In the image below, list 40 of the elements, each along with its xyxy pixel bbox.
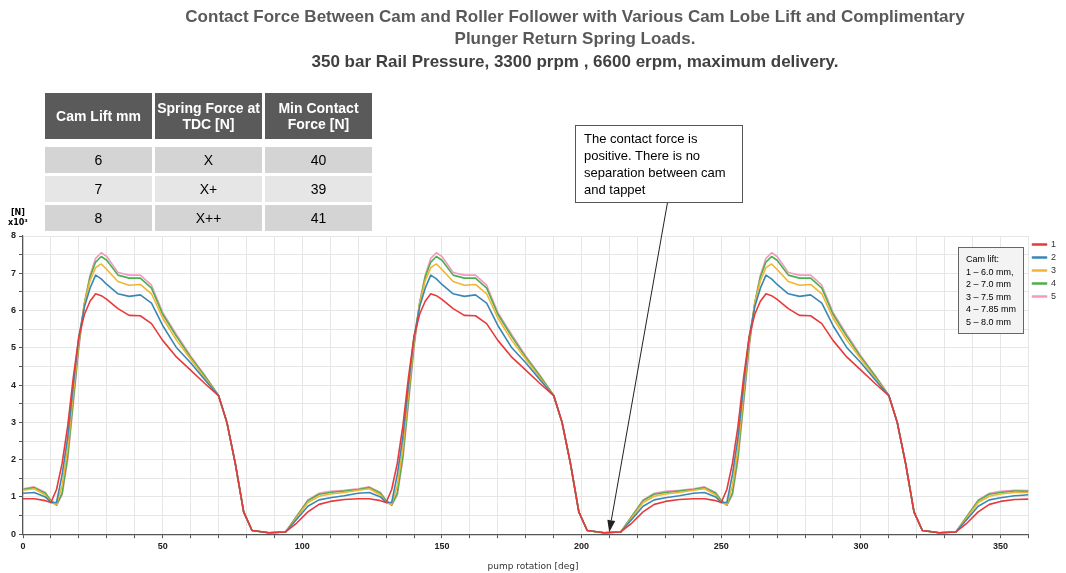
legend-label: 5 — [1050, 290, 1057, 301]
x-tick-label: 50 — [157, 541, 168, 552]
y-axis-title: [N] x10³ — [8, 208, 28, 228]
text: Min Contact Force [N] — [265, 93, 372, 139]
text: The contact force is positive. There is no separation between cam and tappet — [575, 125, 743, 203]
x-tick-label: 200 — [574, 541, 590, 552]
text: X+ — [155, 176, 262, 202]
y-tick-label: 1 — [10, 491, 17, 502]
text: Cam Lift mm — [45, 93, 152, 139]
text: X++ — [155, 205, 262, 231]
y-tick-label: 8 — [10, 230, 17, 241]
x-tick-label: 150 — [434, 541, 450, 552]
y-tick-label: 4 — [10, 379, 17, 390]
y-tick-label: 5 — [10, 342, 17, 353]
y-tick-label: 3 — [10, 416, 17, 427]
x-tick-label: 0 — [20, 541, 26, 552]
text: Spring Force at TDC [N] — [155, 93, 262, 139]
text: 6 — [45, 147, 152, 173]
text: 40 — [265, 147, 372, 173]
legend-label: 2 — [1050, 251, 1057, 262]
legend-label: 4 — [1050, 277, 1057, 288]
legend-label: 3 — [1050, 264, 1057, 275]
annotation: Cam lift: 1 – 6.0 mm, 2 – 7.0 mm 3 – 7.5 mm 4 – 7.85 mm 5 – 8.0 mm — [958, 247, 1025, 334]
y-tick-label: 0 — [10, 528, 17, 539]
x-tick-label: 300 — [853, 541, 869, 552]
legend-label: 1 — [1050, 238, 1057, 249]
y-tick-label: 2 — [10, 454, 17, 465]
chart-title: Contact Force Between Cam and Roller Follower with Various Cam Lobe Lift and Complimentary Plunger Return Spring Loads. — [184, 6, 966, 50]
y-tick-label: 7 — [10, 267, 17, 278]
y-tick-label: 6 — [10, 305, 17, 316]
text: 41 — [265, 205, 372, 231]
x-tick-label: 350 — [993, 541, 1009, 552]
text: 7 — [45, 176, 152, 202]
text: 8 — [45, 205, 152, 231]
x-axis-title: pump rotation [deg] — [486, 561, 580, 571]
chart-subtitle: 350 bar Rail Pressure, 3300 prpm , 6600 erpm, maximum delivery. — [310, 52, 840, 72]
x-tick-label: 250 — [713, 541, 729, 552]
x-tick-label: 100 — [294, 541, 310, 552]
text: X — [155, 147, 262, 173]
text: 39 — [265, 176, 372, 202]
